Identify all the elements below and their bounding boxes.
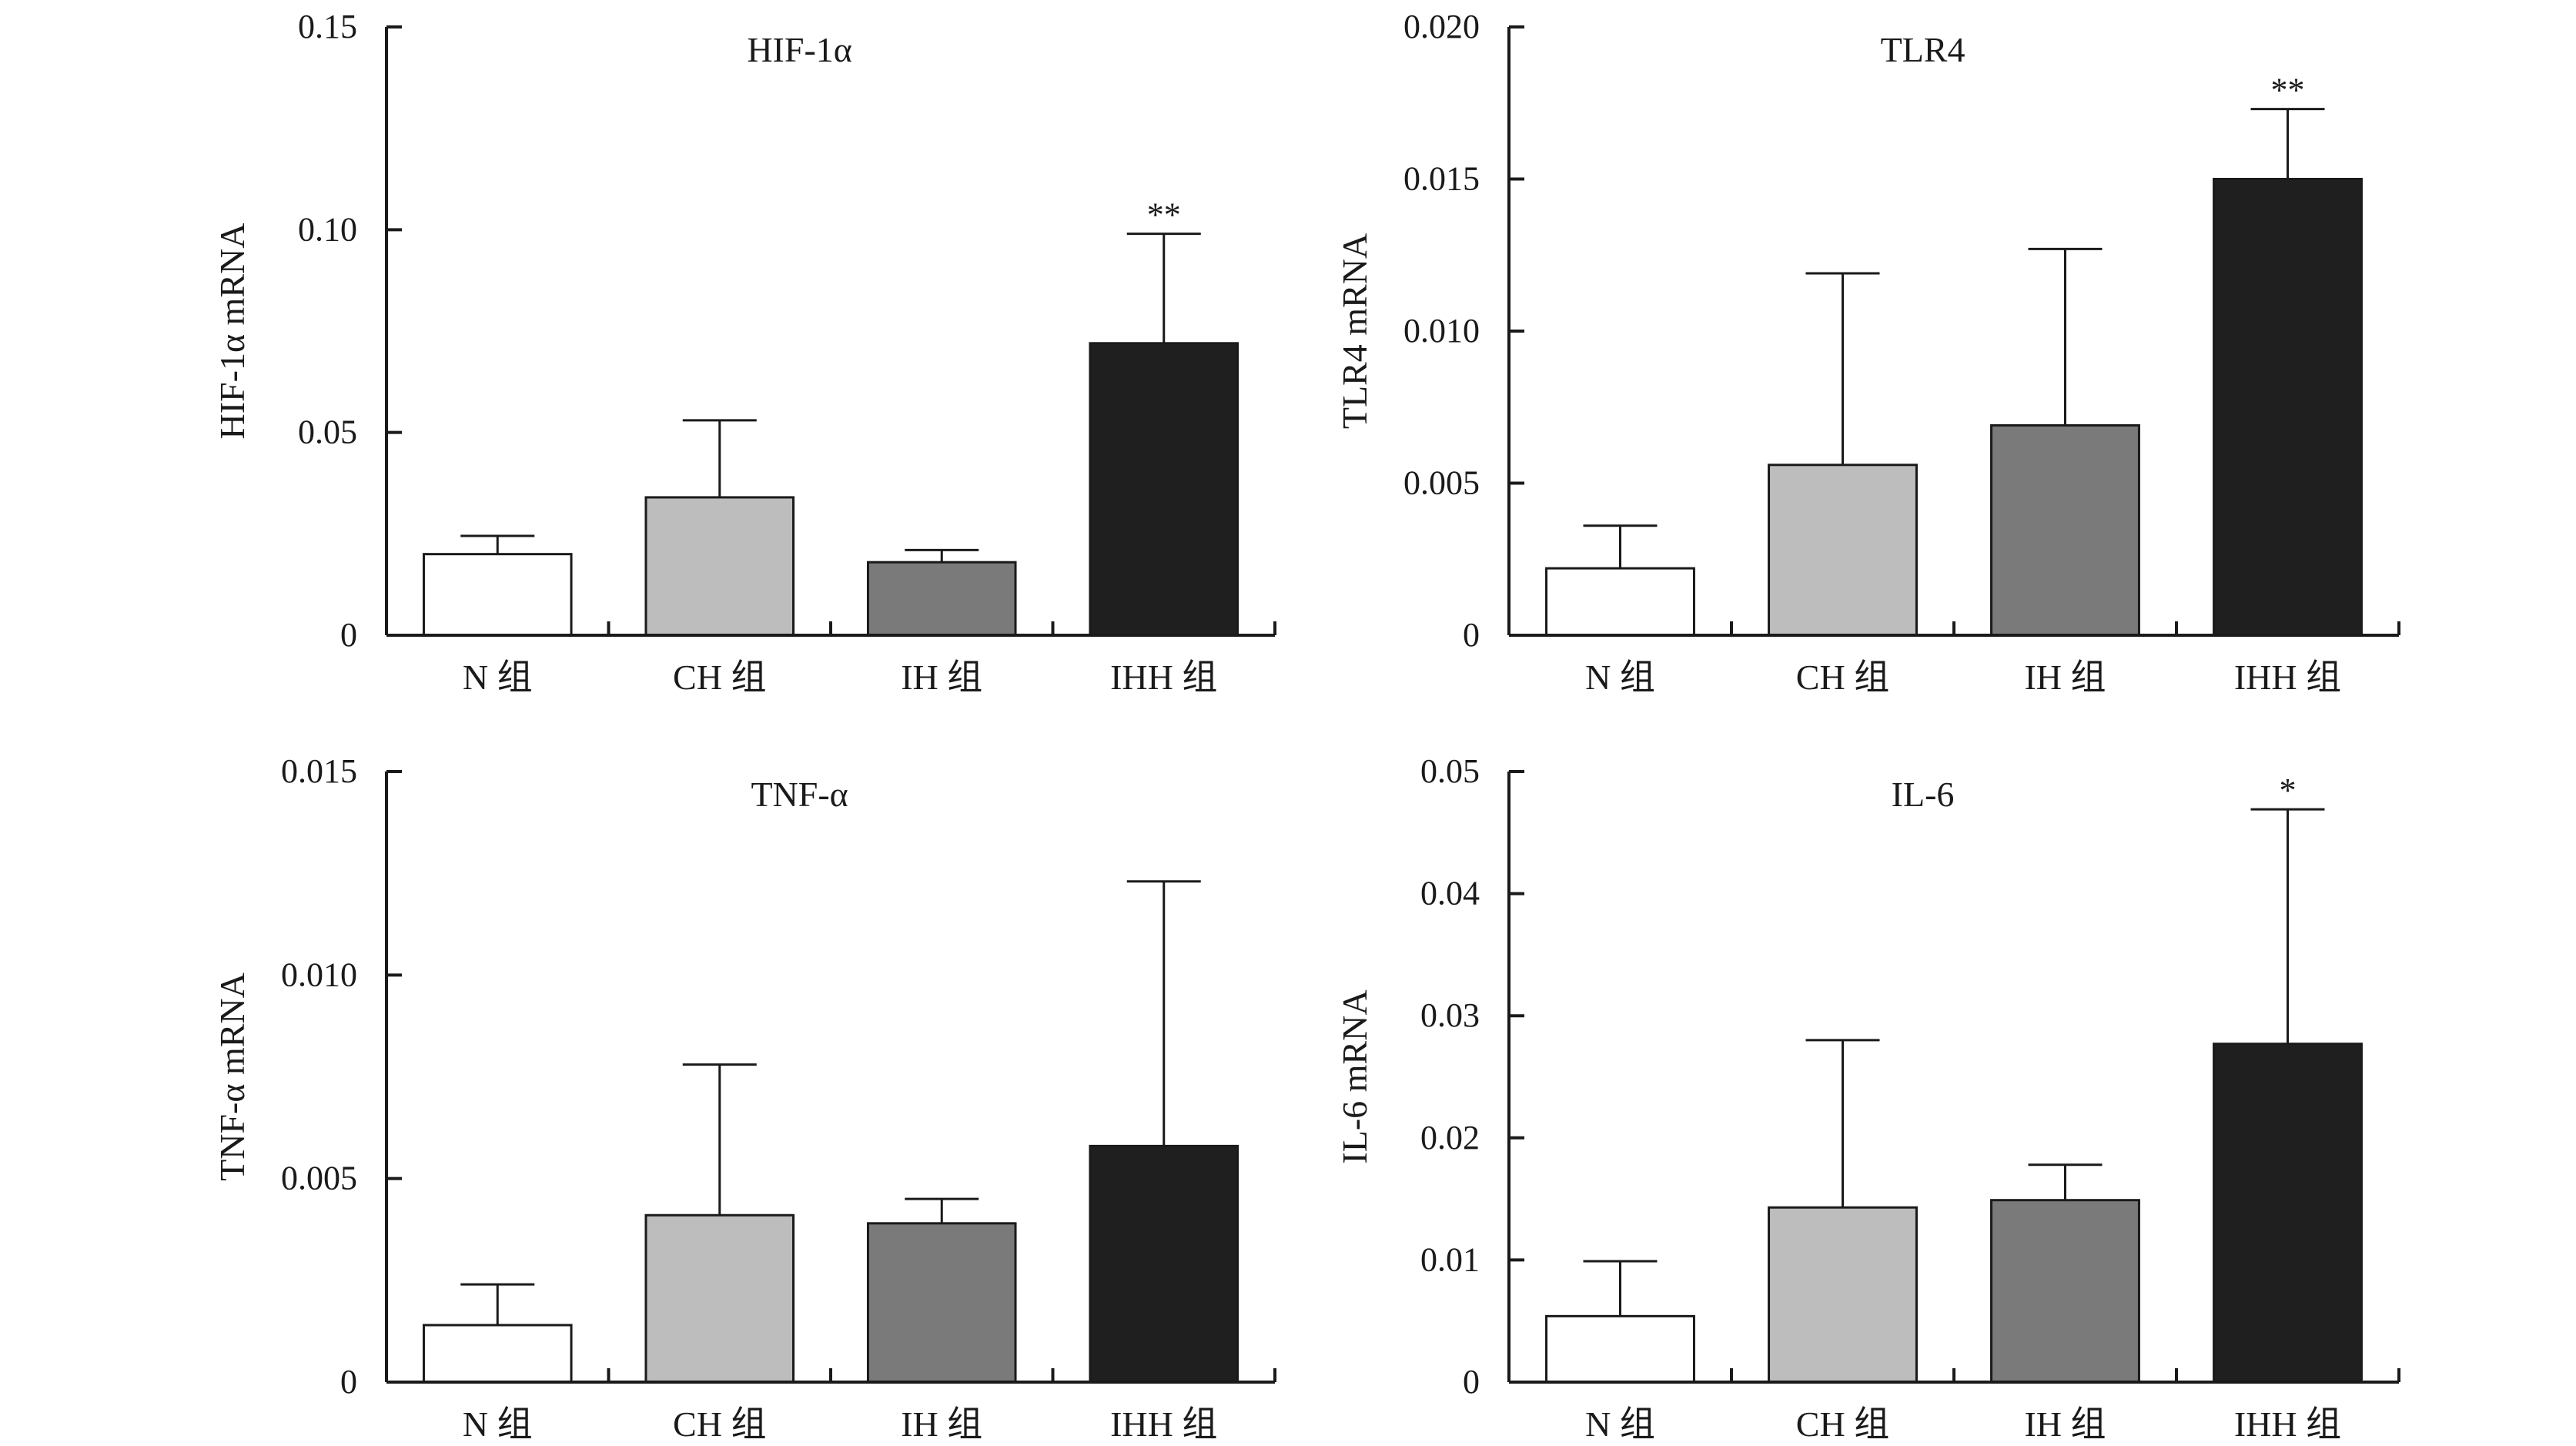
y-tick-label-4: 0.015 xyxy=(1403,160,1480,198)
chart-panel-1: HIF-1α HIF-1α mRNA ** 0 0.05 0.10 0.15 N 组 CH 组 I… xyxy=(212,8,1276,697)
x-tick-label-1: N 组 xyxy=(463,658,533,697)
chart-title: TNF-α xyxy=(751,775,848,814)
x-tick-label-4: IHH 组 xyxy=(1110,1404,1217,1444)
y-axis-label: TLR4 mRNA xyxy=(1335,233,1374,429)
y-tick-label-1: 0 xyxy=(340,1363,357,1401)
y-tick-label-3: 0.10 xyxy=(298,210,357,248)
x-tick-label-2: CH 组 xyxy=(1796,1404,1889,1444)
y-tick-label-2: 0.005 xyxy=(1403,464,1480,502)
y-tick-label-1: 0 xyxy=(1463,616,1480,654)
bar-2 xyxy=(644,496,795,637)
y-tick-label-1: 0 xyxy=(340,616,357,654)
x-tick-label-2: CH 组 xyxy=(673,658,766,697)
bar-2 xyxy=(1768,464,1918,637)
y-tick-label-2: 0.05 xyxy=(298,413,357,451)
chart-panel-3: TNF-α TNF-α mRNA 0 0.005 0.010 0.015 N 组 CH 组 IH… xyxy=(212,752,1276,1444)
y-tick-label-3: 0.02 xyxy=(1420,1119,1480,1156)
chart-title: IL-6 xyxy=(1892,775,1955,814)
significance-marker-4: ** xyxy=(2271,72,2305,109)
chart-panel-2: TLR4 TLR4 mRNA ** 0 0.005 0.010 0.015 0.020 N 组 C… xyxy=(1335,8,2400,697)
chart-title: HIF-1α xyxy=(747,30,852,69)
bar-2 xyxy=(1768,1206,1918,1384)
x-tick-label-4: IHH 组 xyxy=(2234,658,2341,697)
y-tick-label-6: 0.05 xyxy=(1420,752,1480,790)
x-tick-label-3: IH 组 xyxy=(901,658,982,697)
y-tick-label-3: 0.010 xyxy=(1403,312,1480,350)
bar-4 xyxy=(1089,342,1239,637)
x-tick-label-2: CH 组 xyxy=(1796,658,1889,697)
y-tick-label-5: 0.020 xyxy=(1403,8,1480,45)
x-tick-label-3: IH 组 xyxy=(2024,1404,2106,1444)
y-axis-label: HIF-1α mRNA xyxy=(212,223,252,440)
bar-1 xyxy=(422,553,573,637)
chart-title: TLR4 xyxy=(1881,30,1965,69)
bar-3 xyxy=(866,561,1017,637)
bar-3 xyxy=(1990,423,2140,637)
y-axis-label: IL-6 mRNA xyxy=(1335,989,1374,1163)
x-tick-label-4: IHH 组 xyxy=(2234,1404,2341,1444)
y-axis-label: TNF-α mRNA xyxy=(212,972,252,1181)
y-tick-label-4: 0.15 xyxy=(298,8,357,45)
bar-1 xyxy=(422,1324,573,1384)
bar-4 xyxy=(1089,1144,1239,1384)
y-tick-label-4: 0.015 xyxy=(281,752,357,790)
y-tick-label-3: 0.010 xyxy=(281,956,357,993)
chart-panel-4: IL-6 IL-6 mRNA * 0 0.01 0.02 0.03 0.04 0.05 N 组 CH… xyxy=(1335,752,2400,1444)
x-tick-label-1: N 组 xyxy=(1585,658,1655,697)
bar-4 xyxy=(2213,178,2363,637)
bar-4 xyxy=(2213,1043,2363,1384)
y-tick-label-1: 0 xyxy=(1463,1363,1480,1401)
significance-marker-4: ** xyxy=(1147,196,1181,234)
x-tick-label-4: IHH 组 xyxy=(1110,658,1217,697)
y-tick-label-5: 0.04 xyxy=(1420,875,1480,912)
significance-marker-4: * xyxy=(2280,772,2297,809)
bar-1 xyxy=(1545,567,1695,637)
bar-1 xyxy=(1545,1314,1695,1384)
bar-3 xyxy=(1990,1199,2140,1384)
y-tick-label-4: 0.03 xyxy=(1420,996,1480,1034)
x-tick-label-2: CH 组 xyxy=(673,1404,766,1444)
y-tick-label-2: 0.01 xyxy=(1420,1240,1480,1278)
bar-3 xyxy=(866,1222,1017,1384)
x-tick-label-1: N 组 xyxy=(463,1404,533,1444)
bar-2 xyxy=(644,1213,795,1384)
x-tick-label-3: IH 组 xyxy=(901,1404,982,1444)
x-tick-label-1: N 组 xyxy=(1585,1404,1655,1444)
y-tick-label-2: 0.005 xyxy=(281,1160,357,1197)
x-tick-label-3: IH 组 xyxy=(2024,658,2106,697)
